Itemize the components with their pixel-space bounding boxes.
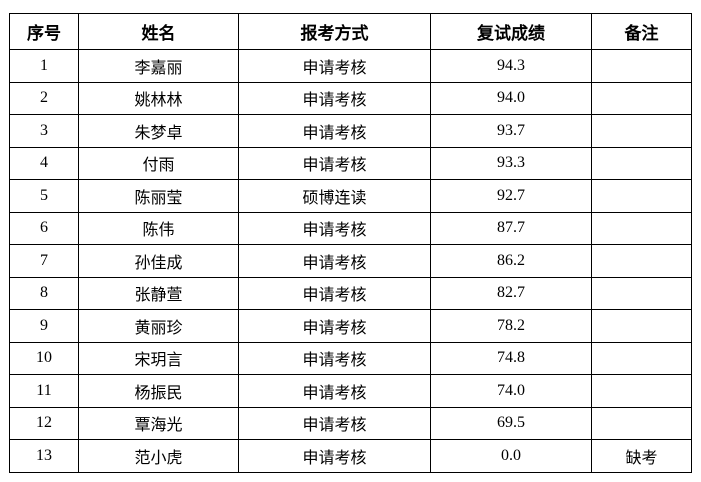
- cell-score: 69.5: [430, 406, 592, 440]
- cell-name: 范小虎: [78, 439, 239, 473]
- cell-name: 姚林林: [78, 81, 239, 115]
- cell-no: 4: [9, 146, 79, 180]
- cell-score: 93.3: [430, 146, 592, 180]
- cell-no: 5: [9, 179, 79, 213]
- cell-method: 申请考核: [238, 406, 431, 440]
- cell-method: 申请考核: [238, 309, 431, 343]
- cell-note: [591, 211, 692, 245]
- cell-name: 杨振民: [78, 374, 239, 408]
- cell-score: 74.0: [430, 374, 592, 408]
- cell-no: 13: [9, 439, 79, 473]
- cell-method: 申请考核: [238, 439, 431, 473]
- cell-no: 7: [9, 244, 79, 278]
- cell-note: [591, 146, 692, 180]
- cell-note: [591, 179, 692, 213]
- cell-score: 82.7: [430, 276, 592, 310]
- table-row: 4 付雨 申请考核 93.3: [9, 146, 692, 180]
- cell-name: 张静萱: [78, 276, 239, 310]
- cell-note: [591, 309, 692, 343]
- cell-name: 宋玥言: [78, 341, 239, 375]
- cell-score: 92.7: [430, 179, 592, 213]
- cell-method: 申请考核: [238, 81, 431, 115]
- cell-name: 覃海光: [78, 406, 239, 440]
- cell-method: 申请考核: [238, 49, 431, 83]
- table-row: 12 覃海光 申请考核 69.5: [9, 406, 692, 440]
- cell-score: 86.2: [430, 244, 592, 278]
- cell-note: [591, 374, 692, 408]
- header-score: 复试成绩: [430, 13, 592, 50]
- cell-method: 申请考核: [238, 146, 431, 180]
- cell-score: 93.7: [430, 114, 592, 148]
- cell-method: 申请考核: [238, 211, 431, 245]
- cell-method: 申请考核: [238, 114, 431, 148]
- cell-score: 74.8: [430, 341, 592, 375]
- cell-method: 申请考核: [238, 374, 431, 408]
- cell-no: 11: [9, 374, 79, 408]
- cell-name: 朱梦卓: [78, 114, 239, 148]
- cell-no: 3: [9, 114, 79, 148]
- cell-no: 10: [9, 341, 79, 375]
- header-method: 报考方式: [238, 13, 431, 50]
- cell-name: 付雨: [78, 146, 239, 180]
- cell-method: 硕博连读: [238, 179, 431, 213]
- cell-note: [591, 49, 692, 83]
- cell-name: 陈丽莹: [78, 179, 239, 213]
- table-row: 3 朱梦卓 申请考核 93.7: [9, 114, 692, 148]
- cell-score: 94.3: [430, 49, 592, 83]
- cell-score: 0.0: [430, 439, 592, 473]
- cell-method: 申请考核: [238, 276, 431, 310]
- cell-no: 8: [9, 276, 79, 310]
- cell-no: 1: [9, 49, 79, 83]
- cell-no: 2: [9, 81, 79, 115]
- cell-note: [591, 406, 692, 440]
- header-no: 序号: [9, 13, 79, 50]
- table-row: 6 陈伟 申请考核 87.7: [9, 211, 692, 245]
- cell-name: 孙佳成: [78, 244, 239, 278]
- table-row: 9 黄丽珍 申请考核 78.2: [9, 309, 692, 343]
- table-row: 5 陈丽莹 硕博连读 92.7: [9, 179, 692, 213]
- cell-name: 李嘉丽: [78, 49, 239, 83]
- cell-note: [591, 81, 692, 115]
- table-row: 8 张静萱 申请考核 82.7: [9, 276, 692, 310]
- cell-note: 缺考: [591, 439, 692, 473]
- table-row: 1 李嘉丽 申请考核 94.3: [9, 49, 692, 83]
- table-row: 10 宋玥言 申请考核 74.8: [9, 341, 692, 375]
- cell-score: 87.7: [430, 211, 592, 245]
- cell-note: [591, 244, 692, 278]
- cell-name: 陈伟: [78, 211, 239, 245]
- table-row: 13 范小虎 申请考核 0.0 缺考: [9, 439, 692, 473]
- cell-name: 黄丽珍: [78, 309, 239, 343]
- cell-note: [591, 341, 692, 375]
- cell-method: 申请考核: [238, 244, 431, 278]
- cell-note: [591, 114, 692, 148]
- header-name: 姓名: [78, 13, 239, 50]
- header-row: 序号 姓名 报考方式 复试成绩 备注: [9, 13, 692, 50]
- cell-method: 申请考核: [238, 341, 431, 375]
- table-row: 11 杨振民 申请考核 74.0: [9, 374, 692, 408]
- results-table: 序号 姓名 报考方式 复试成绩 备注 1 李嘉丽 申请考核 94.3 2 姚林林 申请考核 9…: [9, 13, 692, 473]
- cell-no: 9: [9, 309, 79, 343]
- cell-score: 78.2: [430, 309, 592, 343]
- table-row: 2 姚林林 申请考核 94.0: [9, 81, 692, 115]
- header-note: 备注: [591, 13, 692, 50]
- cell-no: 6: [9, 211, 79, 245]
- cell-note: [591, 276, 692, 310]
- table-row: 7 孙佳成 申请考核 86.2: [9, 244, 692, 278]
- cell-score: 94.0: [430, 81, 592, 115]
- cell-no: 12: [9, 406, 79, 440]
